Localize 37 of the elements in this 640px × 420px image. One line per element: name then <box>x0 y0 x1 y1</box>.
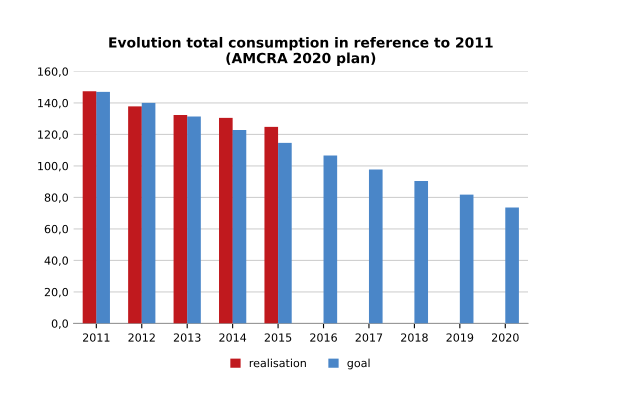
bar <box>96 92 110 324</box>
bar <box>142 102 156 324</box>
bar <box>174 115 188 324</box>
x-tick-label: 2020 <box>492 333 519 342</box>
bar <box>460 194 474 324</box>
legend-label: realisation <box>250 358 306 368</box>
x-tick-label: 2012 <box>128 333 155 342</box>
y-tick-label: 120,0 <box>38 130 68 140</box>
x-tick-label: 2019 <box>446 333 474 342</box>
bar <box>414 181 428 324</box>
y-tick-label: 140,0 <box>38 98 68 108</box>
x-tick-label: 2018 <box>401 333 428 342</box>
bar <box>324 156 338 324</box>
x-tick-label: 2014 <box>219 333 246 342</box>
legend-label: goal <box>347 358 370 370</box>
bar <box>278 142 292 324</box>
x-tick-label: 2015 <box>264 333 292 342</box>
bar <box>187 116 201 324</box>
y-tick-label: 40,0 <box>44 256 68 266</box>
y-tick-label: 100,0 <box>38 162 68 172</box>
bar <box>264 126 278 324</box>
y-tick-label: 160,0 <box>38 67 68 77</box>
x-tick-label: 2013 <box>174 333 200 342</box>
x-tick-label: 2016 <box>310 333 337 342</box>
bar <box>128 106 142 324</box>
x-tick-label: 2017 <box>356 333 382 342</box>
bar <box>82 91 96 324</box>
y-tick-label: 0,0 <box>52 319 68 329</box>
bar <box>368 170 383 324</box>
x-tick-label: 2011 <box>82 333 110 342</box>
y-tick-label: 80,0 <box>44 193 68 203</box>
bar <box>219 118 233 324</box>
y-tick-label: 20,0 <box>44 288 68 298</box>
bar <box>505 207 519 324</box>
bar <box>232 130 246 324</box>
chart-title: Evolution total consumption in reference to 2011 (AMCRA 2020 plan) <box>109 36 493 66</box>
y-tick-label: 60,0 <box>44 224 68 234</box>
